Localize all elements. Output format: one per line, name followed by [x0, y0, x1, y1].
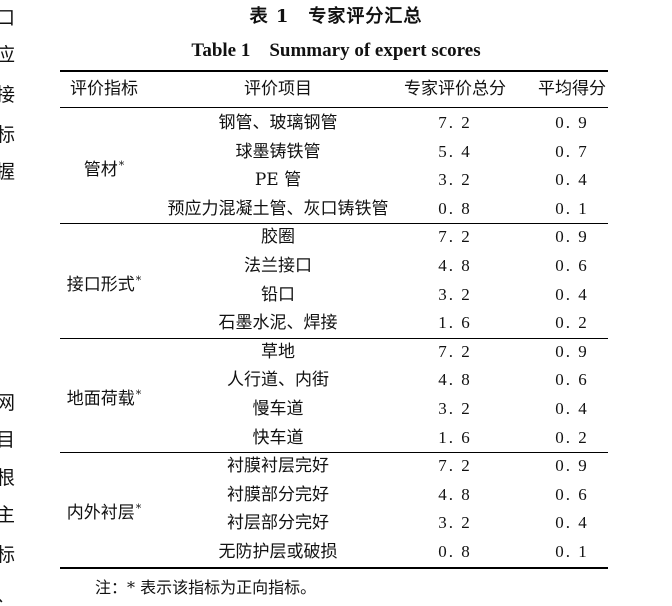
average-score-cell: 0. 6 — [555, 484, 589, 504]
header-rule — [60, 107, 608, 108]
item-cell: 衬层部分完好 — [227, 513, 329, 534]
total-score-cell: 7. 2 — [438, 113, 472, 132]
total-score-cell: 0. 8 — [438, 542, 472, 561]
item-cell: 胶圈 — [261, 227, 295, 248]
item-cell: 衬膜部分完好 — [227, 484, 329, 505]
total-score-cell: 4. 8 — [438, 370, 472, 390]
total-score-cell: 1. 6 — [438, 427, 472, 447]
indicator-cell: 地面荷载* — [67, 385, 142, 409]
total-score-cell: 3. 2 — [438, 513, 472, 533]
average-score-cell: 0. 4 — [555, 170, 589, 190]
total-score-cell: 7. 2 — [438, 456, 472, 476]
margin-char: 接 — [0, 84, 16, 106]
margin-char: 、 — [0, 585, 15, 605]
group-separator-rule — [60, 452, 608, 453]
item-cell: 快车道 — [252, 427, 304, 448]
group-separator-rule — [60, 338, 608, 339]
table-top-rule — [60, 70, 608, 72]
column-header: 平均得分 — [538, 79, 606, 99]
column-header: 专家评价总分 — [404, 79, 506, 99]
average-score-cell: 0. 1 — [555, 542, 589, 561]
total-score-cell: 1. 6 — [438, 313, 472, 333]
average-score-cell: 0. 6 — [555, 256, 589, 275]
positive-indicator-mark: * — [135, 273, 142, 287]
table-note: 注：* 表示该指标为正向指标。 — [95, 578, 317, 597]
margin-char: 应 — [0, 44, 16, 66]
positive-indicator-mark: * — [135, 502, 142, 516]
average-score-cell: 0. 7 — [555, 141, 589, 161]
group-separator-rule — [60, 223, 608, 224]
indicator-cell: 接口形式* — [67, 271, 142, 295]
total-score-cell: 7. 2 — [438, 341, 472, 361]
average-score-cell: 0. 9 — [555, 456, 589, 476]
item-cell: 草地 — [261, 341, 295, 362]
average-score-cell: 0. 4 — [555, 513, 589, 533]
item-cell: 人行道、内街 — [227, 370, 329, 391]
margin-char: 目 — [0, 429, 16, 451]
indicator-label: 管材 — [83, 160, 118, 181]
margin-char: 网 — [0, 392, 16, 414]
margin-char: 握 — [0, 161, 16, 183]
indicator-label: 地面荷载 — [66, 389, 135, 409]
item-cell: 球墨铸铁管 — [235, 141, 321, 162]
total-score-cell: 4. 8 — [438, 256, 472, 275]
margin-char: 口 — [0, 7, 16, 29]
total-score-cell: 3. 2 — [438, 284, 472, 304]
table-title-en: Table 1 Summary of expert scores — [191, 40, 481, 61]
average-score-cell: 0. 9 — [555, 227, 589, 247]
average-score-cell: 0. 2 — [555, 427, 589, 447]
item-cell: 慢车道 — [252, 399, 304, 419]
indicator-label: 内外衬层 — [66, 503, 135, 524]
average-score-cell: 0. 9 — [555, 113, 589, 132]
margin-char: 标 — [0, 544, 16, 566]
margin-char: 根 — [0, 467, 16, 489]
average-score-cell: 0. 2 — [555, 313, 589, 333]
table-bottom-rule — [60, 567, 608, 569]
total-score-cell: 3. 2 — [438, 170, 472, 190]
average-score-cell: 0. 9 — [555, 341, 589, 361]
total-score-cell: 5. 4 — [438, 141, 472, 161]
indicator-label: 接口形式 — [66, 274, 135, 295]
table-title-cn: 表 1 专家评分汇总 — [249, 6, 423, 27]
item-cell: 钢管、玻璃钢管 — [218, 113, 338, 133]
average-score-cell: 0. 6 — [555, 370, 589, 390]
total-score-cell: 3. 2 — [438, 399, 472, 418]
total-score-cell: 0. 8 — [438, 198, 472, 218]
total-score-cell: 7. 2 — [438, 227, 472, 247]
indicator-cell: 管材* — [84, 156, 125, 180]
positive-indicator-mark: * — [135, 388, 142, 401]
average-score-cell: 0. 4 — [555, 399, 589, 418]
column-header: 评价指标 — [70, 79, 138, 99]
average-score-cell: 0. 1 — [555, 198, 589, 218]
item-cell: 无防护层或破损 — [218, 542, 338, 562]
indicator-cell: 内外衬层* — [67, 499, 142, 523]
item-cell: 预应力混凝土管、灰口铸铁管 — [167, 198, 389, 219]
item-cell: 石墨水泥、焊接 — [218, 313, 338, 334]
item-cell: PE 管 — [254, 170, 302, 191]
column-header: 评价项目 — [244, 79, 312, 99]
item-cell: 法兰接口 — [244, 256, 312, 276]
positive-indicator-mark: * — [118, 159, 125, 173]
margin-char: 主 — [0, 504, 16, 526]
margin-char: 标 — [0, 124, 16, 146]
total-score-cell: 4. 8 — [438, 484, 472, 504]
item-cell: 铅口 — [261, 284, 295, 305]
item-cell: 衬膜衬层完好 — [227, 456, 329, 477]
average-score-cell: 0. 4 — [555, 284, 589, 304]
